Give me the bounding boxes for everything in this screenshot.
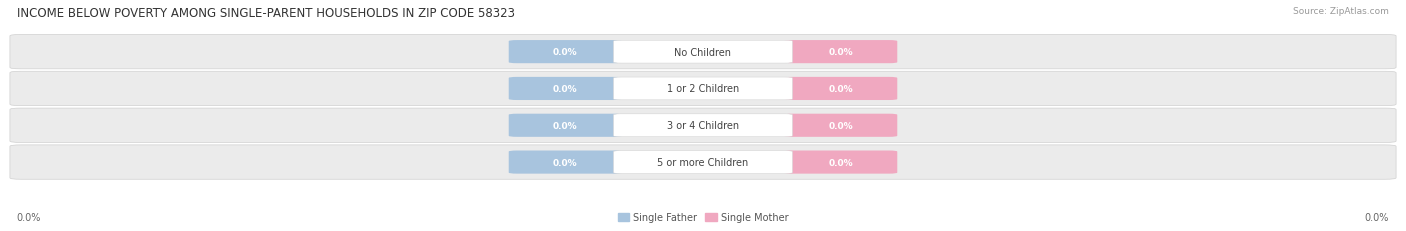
Text: No Children: No Children: [675, 47, 731, 57]
Text: 0.0%: 0.0%: [553, 158, 578, 167]
FancyBboxPatch shape: [509, 78, 621, 100]
Text: 0.0%: 0.0%: [553, 121, 578, 130]
FancyBboxPatch shape: [785, 78, 897, 100]
FancyBboxPatch shape: [509, 114, 621, 137]
Legend: Single Father, Single Mother: Single Father, Single Mother: [614, 208, 792, 226]
Text: 0.0%: 0.0%: [553, 48, 578, 57]
FancyBboxPatch shape: [785, 151, 897, 174]
Text: 0.0%: 0.0%: [1365, 212, 1389, 222]
Text: 0.0%: 0.0%: [828, 158, 853, 167]
FancyBboxPatch shape: [613, 151, 793, 174]
FancyBboxPatch shape: [509, 151, 621, 174]
FancyBboxPatch shape: [613, 41, 793, 64]
FancyBboxPatch shape: [10, 145, 1396, 179]
Text: 3 or 4 Children: 3 or 4 Children: [666, 121, 740, 131]
FancyBboxPatch shape: [10, 35, 1396, 70]
FancyBboxPatch shape: [10, 109, 1396, 143]
Text: 0.0%: 0.0%: [828, 121, 853, 130]
Text: Source: ZipAtlas.com: Source: ZipAtlas.com: [1294, 7, 1389, 16]
Text: 0.0%: 0.0%: [828, 48, 853, 57]
FancyBboxPatch shape: [613, 78, 793, 100]
FancyBboxPatch shape: [785, 41, 897, 64]
Text: 0.0%: 0.0%: [828, 85, 853, 94]
Text: 0.0%: 0.0%: [17, 212, 41, 222]
Text: 5 or more Children: 5 or more Children: [658, 157, 748, 167]
Text: 0.0%: 0.0%: [553, 85, 578, 94]
FancyBboxPatch shape: [10, 72, 1396, 106]
FancyBboxPatch shape: [785, 114, 897, 137]
FancyBboxPatch shape: [613, 114, 793, 137]
FancyBboxPatch shape: [509, 41, 621, 64]
Text: INCOME BELOW POVERTY AMONG SINGLE-PARENT HOUSEHOLDS IN ZIP CODE 58323: INCOME BELOW POVERTY AMONG SINGLE-PARENT…: [17, 7, 515, 20]
Text: 1 or 2 Children: 1 or 2 Children: [666, 84, 740, 94]
